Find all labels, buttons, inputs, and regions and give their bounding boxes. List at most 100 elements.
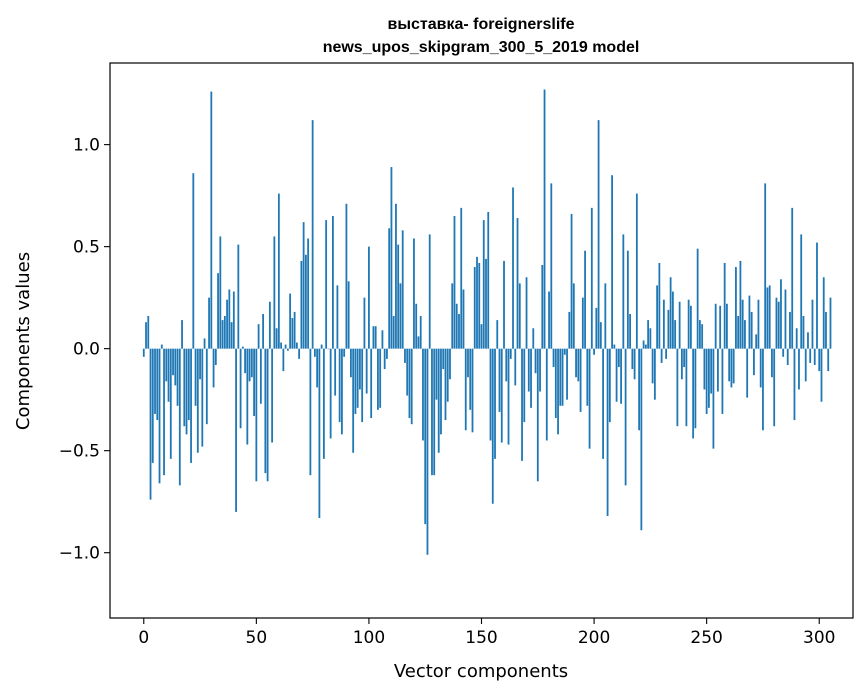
bar-269 [748,295,751,349]
bar-242 [687,299,690,349]
bar-281 [775,297,778,349]
bar-238 [678,301,681,349]
bar-5 [154,348,156,414]
bar-83 [329,348,332,439]
bar-205 [604,283,607,349]
bar-105 [379,348,382,408]
bar-111 [392,316,395,349]
bar-267 [744,320,746,349]
bar-234 [669,277,672,349]
bar-286 [786,348,789,365]
bar-204 [602,348,604,459]
bar-134 [444,348,447,421]
bar-73 [307,238,310,349]
bar-299 [816,242,818,349]
bar-110 [390,167,393,349]
bar-130 [435,348,438,400]
bar-193 [577,348,580,382]
bar-100 [368,246,370,349]
bar-63 [284,344,287,349]
x-axis-label: Vector components [394,661,568,682]
bar-114 [399,283,402,349]
bar-84 [332,216,334,349]
bar-151 [482,220,485,349]
bar-214 [624,348,627,486]
bar-22 [192,173,195,349]
bar-180 [548,291,550,349]
bar-224 [647,320,650,349]
bar-305 [829,297,832,349]
bar-190 [570,213,573,349]
bar-108 [386,348,388,359]
bar-169 [523,348,526,423]
bar-288 [791,207,794,349]
bar-287 [789,311,791,349]
bar-35 [221,320,224,349]
x-tick-label: 300 [803,628,835,648]
bar-146 [471,348,474,433]
bar-129 [433,348,436,476]
y-tick-label: −1.0 [59,544,100,564]
bar-138 [453,216,456,349]
bar-23 [194,348,197,406]
bar-34 [219,236,222,349]
y-tick-label: 1.0 [73,136,100,156]
bar-3 [149,348,152,500]
bar-173 [532,328,535,349]
bar-13 [172,348,174,376]
bar-15 [176,348,179,406]
bar-126 [426,348,429,555]
bar-252 [710,348,713,394]
bar-38 [228,289,231,349]
bar-163 [509,348,512,359]
bar-99 [365,348,368,394]
bar-296 [809,348,812,363]
bar-274 [759,348,762,388]
bar-122 [417,336,420,349]
bar-276 [764,183,767,349]
bar-156 [494,348,496,459]
bar-121 [415,303,418,349]
bar-236 [674,320,677,349]
x-tick-label: 250 [690,628,722,648]
bar-297 [811,299,814,349]
bar-36 [223,316,226,349]
bar-31 [212,348,215,388]
bar-101 [370,348,373,419]
bar-113 [397,244,400,349]
chart-title-line-1: выставка- foreignerslife [387,16,574,33]
bar-76 [313,348,316,357]
bar-137 [451,283,454,349]
bar-200 [593,348,595,355]
bar-254 [714,303,717,349]
bar-208 [611,175,613,349]
bar-141 [460,207,463,349]
bar-188 [566,348,568,400]
bar-152 [485,258,487,349]
bar-50 [255,348,258,482]
y-axis-label: Components values [13,252,34,430]
bar-245 [694,348,697,429]
bar-176 [539,348,541,392]
bar-11 [167,348,170,402]
bar-223 [644,344,647,349]
bar-207 [608,348,611,423]
bar-300 [818,348,821,372]
bar-60 [277,193,280,349]
bar-72 [304,254,307,349]
bar-16 [178,348,181,486]
bar-191 [572,283,575,349]
y-tick-label: −0.5 [59,442,100,462]
chart-title-line-2: news_upos_skipgram_300_5_2019 model [323,39,640,56]
bar-295 [807,332,809,349]
bar-88 [341,348,343,435]
bar-171 [527,348,530,392]
bar-148 [476,256,478,349]
bar-78 [318,348,321,519]
bar-260 [728,348,731,382]
bar-27 [203,338,206,349]
bar-158 [498,348,501,412]
bar-53 [262,313,264,349]
bar-186 [561,348,564,406]
bar-196 [584,250,586,349]
